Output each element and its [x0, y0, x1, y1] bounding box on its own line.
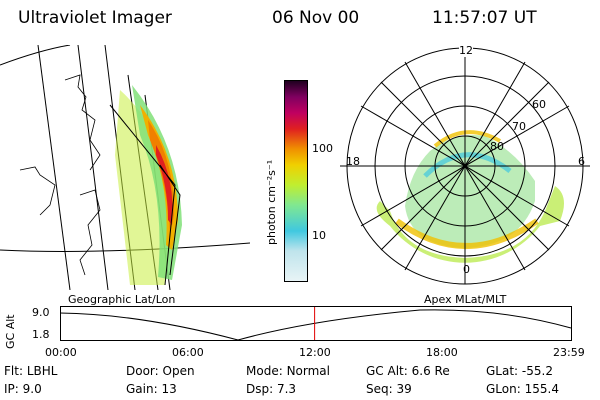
polar-plot — [340, 47, 590, 285]
mlat-label-60: 60 — [532, 98, 546, 111]
geographic-map-panel — [0, 45, 250, 290]
info-flt: Flt: LBHL — [4, 364, 58, 378]
aurora-oval-polar — [376, 130, 564, 263]
info-gcalt: GC Alt: 6.6 Re — [366, 364, 450, 378]
time-label: 11:57:07 UT — [432, 8, 537, 28]
gain-value: 13 — [161, 382, 177, 396]
flt-value: LBHL — [26, 364, 58, 378]
info-door: Door: Open — [126, 364, 195, 378]
time-tick-2359: 23:59 — [553, 346, 585, 359]
polar-grid — [340, 47, 590, 285]
info-glat: GLat: -55.2 — [486, 364, 553, 378]
colorbar-tick-100: 100 — [312, 142, 333, 155]
info-glon: GLon: 155.4 — [486, 382, 559, 396]
alt-tick-9: 9.0 — [32, 306, 50, 319]
altitude-curve — [60, 309, 572, 341]
door-value: Open — [162, 364, 195, 378]
alt-axis-label: GC Alt — [4, 314, 17, 349]
dsp-value: 7.3 — [276, 382, 297, 396]
coastline-outline — [19, 74, 101, 276]
altitude-strip-plot — [60, 306, 572, 341]
glat-value: -55.2 — [521, 364, 553, 378]
info-gain: Gain: 13 — [126, 382, 177, 396]
colorbar-label: photon cm⁻²s⁻¹ — [265, 159, 278, 245]
map-gridline — [0, 242, 250, 252]
map-caption: Geographic Lat/Lon — [68, 293, 176, 306]
seq-value: 39 — [396, 382, 412, 396]
time-tick-1200: 12:00 — [299, 346, 331, 359]
polar-caption: Apex MLat/MLT — [424, 293, 507, 306]
mlt-label-6: 6 — [578, 155, 585, 168]
colorbar — [284, 80, 308, 282]
aurora-oval-geo — [115, 85, 182, 285]
mlt-label-12: 12 — [459, 44, 473, 57]
info-mode: Mode: Normal — [246, 364, 330, 378]
info-seq: Seq: 39 — [366, 382, 412, 396]
glon-value: 155.4 — [524, 382, 559, 396]
time-tick-1800: 18:00 — [426, 346, 458, 359]
date-label: 06 Nov 00 — [272, 8, 360, 28]
map-gridline — [0, 45, 71, 66]
map-gridline — [37, 45, 71, 290]
app-title: Ultraviolet Imager — [18, 8, 172, 28]
info-dsp: Dsp: 7.3 — [246, 382, 297, 396]
info-ip: IP: 9.0 — [4, 382, 42, 396]
mlt-label-0: 0 — [463, 263, 470, 276]
map-gridline — [109, 104, 181, 286]
map-gridline — [77, 45, 109, 290]
gcalt-value: 6.6 Re — [411, 364, 450, 378]
mlat-label-80: 80 — [490, 140, 504, 153]
mode-value: Normal — [286, 364, 330, 378]
time-tick-0000: 00:00 — [45, 346, 77, 359]
mlt-label-18: 18 — [346, 155, 360, 168]
colorbar-tick-10: 10 — [312, 229, 326, 242]
ip-value: 9.0 — [22, 382, 42, 396]
polar-axis — [360, 105, 570, 227]
mlat-label-70: 70 — [512, 120, 526, 133]
time-tick-0600: 06:00 — [172, 346, 204, 359]
alt-tick-1.8: 1.8 — [32, 328, 50, 341]
